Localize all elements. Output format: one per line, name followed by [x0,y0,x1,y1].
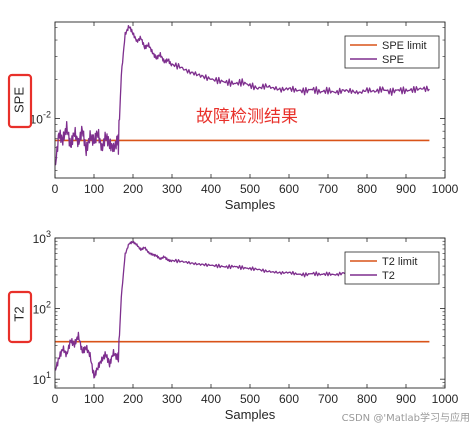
x-tick-label: 700 [318,392,338,406]
ylabel-highlight-box [7,290,33,344]
legend-label: T2 limit [382,256,417,268]
legend-label: SPE [382,54,404,66]
x-tick-label: 0 [52,392,59,406]
legend-label: T2 [382,270,395,282]
x-tick-label: 1000 [432,182,459,196]
chart-panel-1: 0 100 200 300 400 500 600 700 800 900 1000 Samples 1… [7,21,459,212]
x-tick-label: 700 [318,182,338,196]
x-tick-label: 500 [240,392,260,406]
x-tick-label: 100 [84,182,104,196]
legend-box [344,35,440,69]
x-tick-label: 200 [123,392,143,406]
ylabel-highlight-box [7,73,33,129]
x-tick-label: 800 [357,392,377,406]
chart-panel-2: 0 100 200 300 400 500 600 700 800 900 1000 Samples 1… [7,229,459,422]
legend: T2 limit T2 [344,251,440,285]
legend: SPE limit SPE [344,35,440,69]
x-tick-label: 400 [201,182,221,196]
x-tick-label: 900 [396,392,416,406]
legend-box [344,251,440,285]
x-tick-label: 500 [240,182,260,196]
annotation-text: 故障检测结果 [196,107,298,127]
x-axis-label: Samples [225,407,276,422]
axes-frame [54,21,446,179]
x-tick-label: 900 [396,182,416,196]
legend-label: SPE limit [382,40,427,52]
watermark-text: CSDN @'Matlab学习与应用 [342,411,470,424]
y-tick-label: 103 [33,229,51,246]
y-tick-label: 10-2 [30,110,51,127]
y-axis-label: SPE [11,87,26,113]
y-tick-label: 102 [33,300,51,317]
x-tick-label: 1000 [432,392,459,406]
x-tick-label: 300 [162,392,182,406]
x-tick-label: 600 [279,392,299,406]
x-tick-label: 800 [357,182,377,196]
x-tick-label: 100 [84,392,104,406]
y-axis-label: T2 [11,306,26,321]
y-tick-label: 101 [33,370,51,387]
x-tick-label: 400 [201,392,221,406]
x-tick-label: 0 [52,182,59,196]
x-tick-label: 300 [162,182,182,196]
x-tick-label: 200 [123,182,143,196]
x-axis-label: Samples [225,197,276,212]
x-tick-label: 600 [279,182,299,196]
axes-frame [54,237,446,389]
series-line-signal [54,24,430,166]
